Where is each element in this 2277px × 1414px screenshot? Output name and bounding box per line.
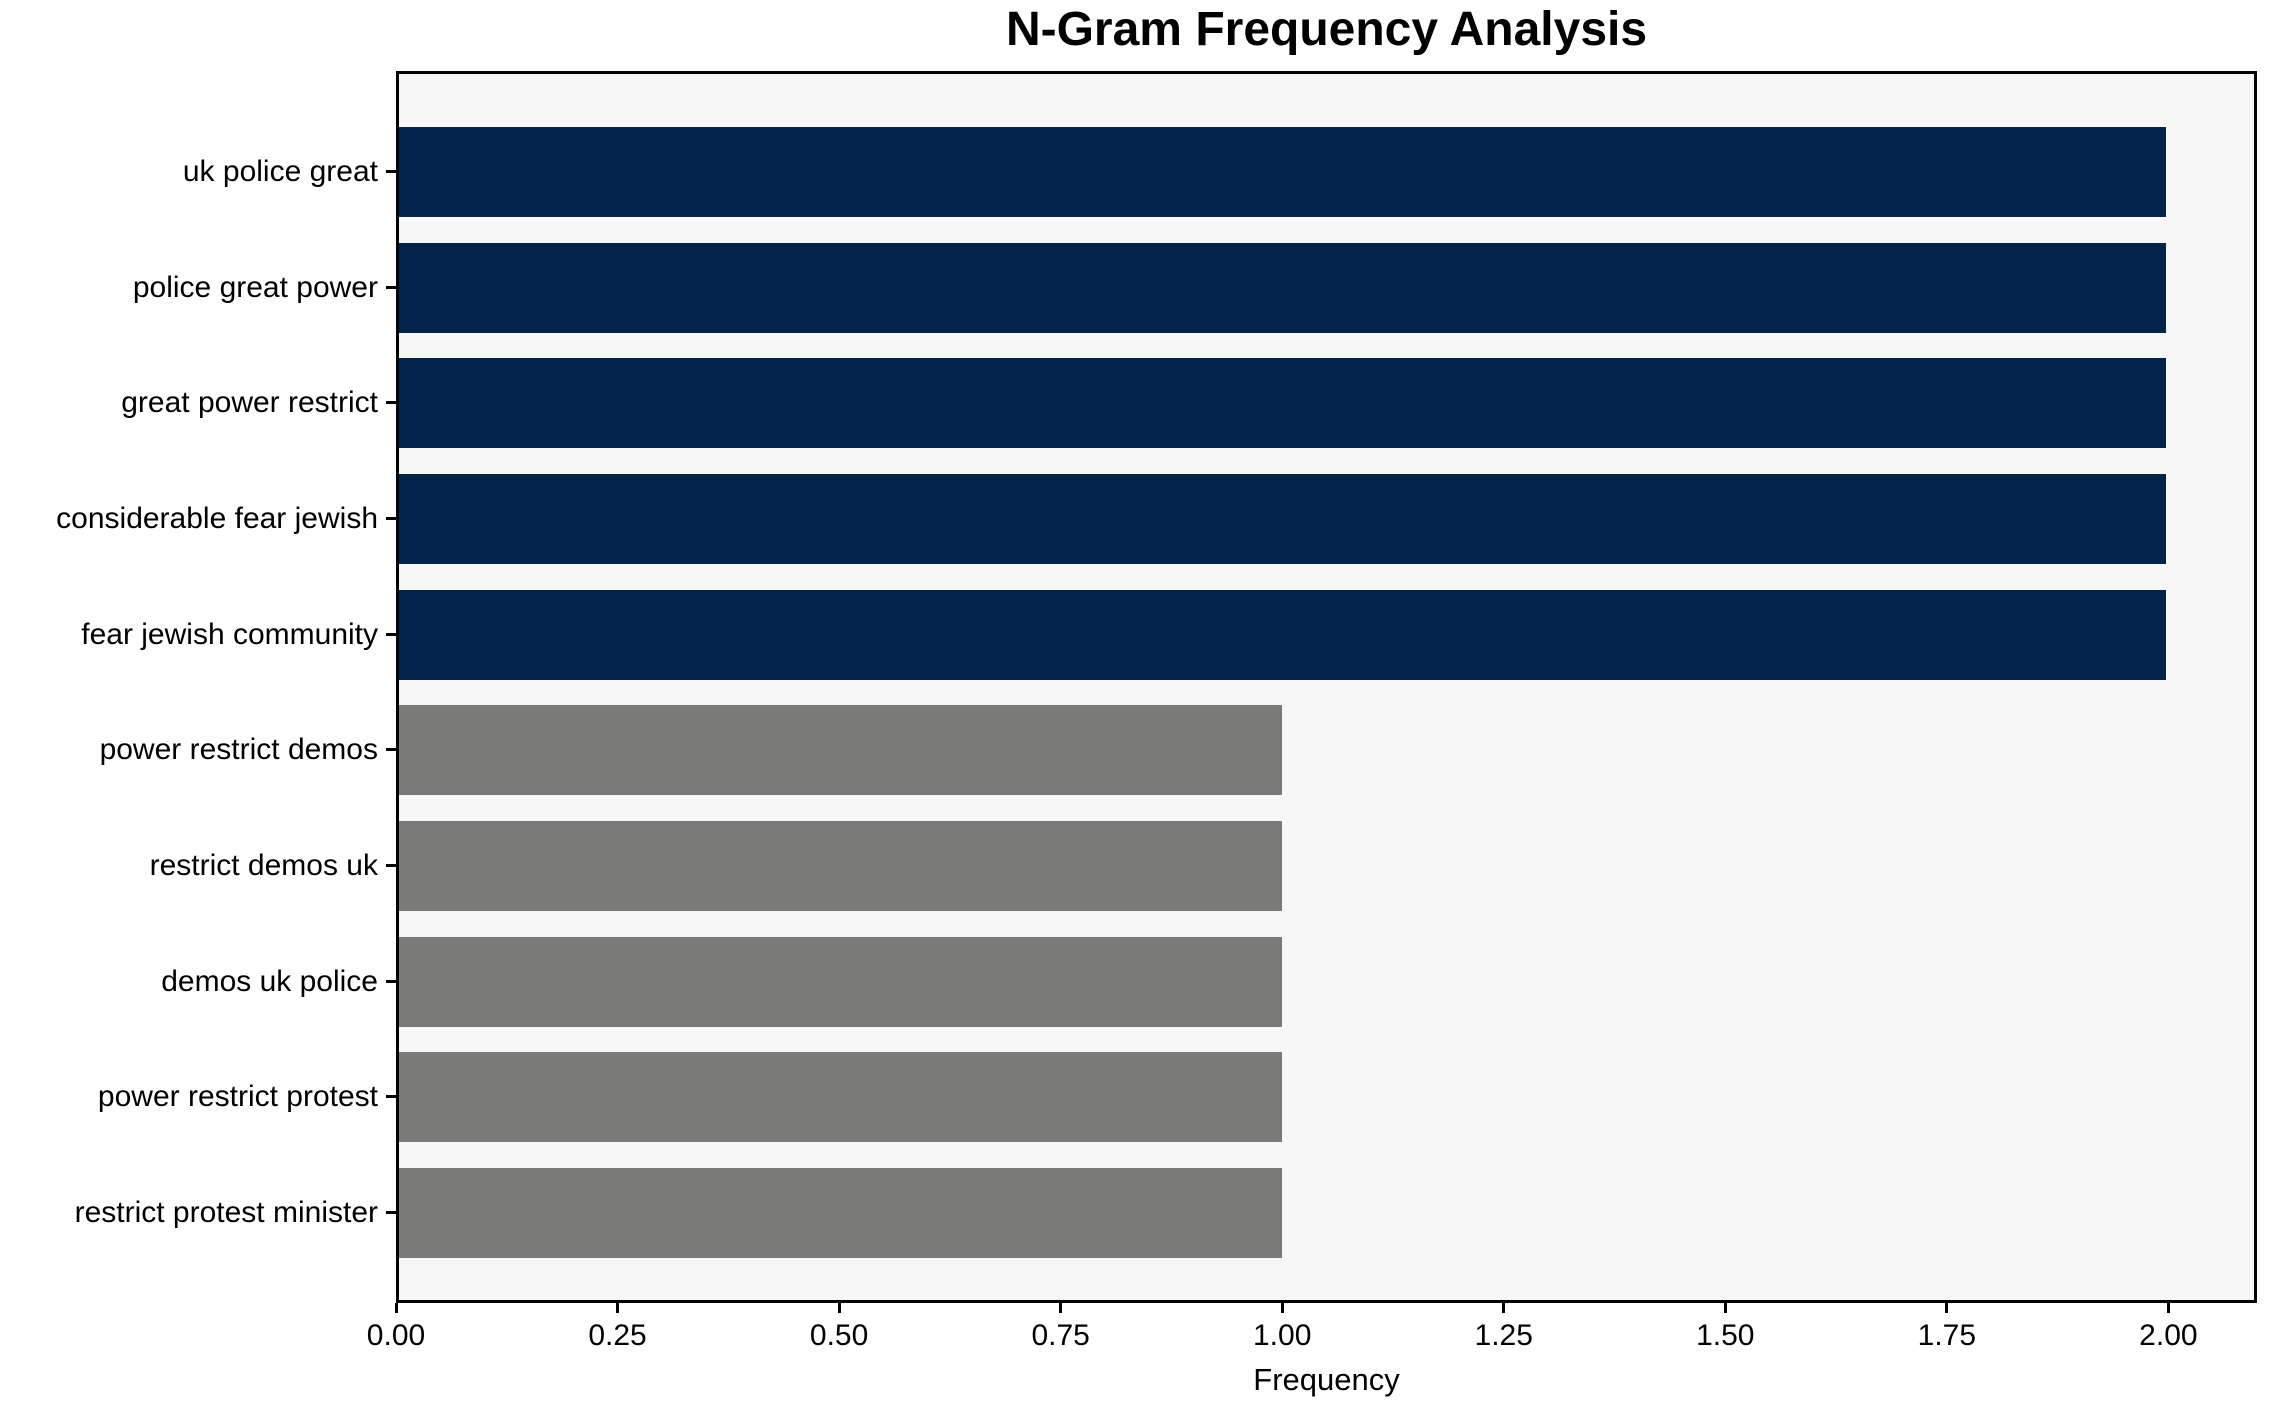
x-tick (1059, 1303, 1063, 1313)
bar-row: restrict protest minister (75, 1167, 2254, 1258)
x-tick-label: 1.75 (1917, 1319, 1977, 1352)
bar-row: fear jewish community (81, 589, 2254, 680)
bar (399, 473, 2166, 564)
y-tick-label: restrict demos uk (149, 848, 378, 882)
x-tick-label: 1.00 (1252, 1319, 1312, 1352)
y-tick-label: power restrict protest (97, 1080, 378, 1114)
y-tick-label: great power restrict (121, 386, 378, 420)
x-tick-label: 1.25 (1474, 1319, 1533, 1352)
y-tick (386, 516, 396, 520)
bar (399, 1167, 1283, 1258)
bar-row: power restrict protest (98, 1052, 2254, 1143)
y-tick-label: uk police great (182, 155, 378, 188)
bar (399, 589, 2166, 680)
x-tick (1945, 1303, 1949, 1313)
x-tick (394, 1303, 398, 1313)
bar-row: uk police great (183, 127, 2254, 217)
x-tick-label: 0.50 (809, 1319, 869, 1352)
y-tick-label: power restrict demos (99, 733, 378, 767)
y-tick-label: demos uk police (161, 964, 378, 998)
x-tick (1723, 1303, 1727, 1313)
y-tick (386, 170, 396, 173)
x-tick-label: 1.50 (1696, 1319, 1755, 1352)
bar (399, 705, 1283, 796)
y-tick-label: police great power (132, 270, 378, 304)
bar-row: restrict demos uk (150, 820, 2254, 911)
x-tick (1280, 1303, 1284, 1313)
x-axis-label: Frequency (1253, 1362, 1400, 1397)
plot-area: uk police great police great power great p… (56, 71, 2257, 1303)
x-tick-label: 2.00 (2139, 1319, 2198, 1352)
bar (399, 820, 1283, 911)
bar-row: demos uk police (161, 936, 2254, 1027)
y-tick (386, 632, 396, 636)
bars-container: uk police great police great power great p… (56, 127, 2254, 1258)
bar (399, 358, 2166, 449)
y-tick (386, 979, 396, 983)
y-tick (386, 748, 396, 752)
bar (399, 242, 2166, 333)
x-tick (616, 1303, 620, 1313)
x-tick (1502, 1303, 1506, 1313)
x-tick-label: 0.75 (1031, 1319, 1090, 1352)
bar (399, 1052, 1283, 1143)
bar-row: power restrict demos (100, 705, 2254, 796)
x-tick (2166, 1303, 2170, 1313)
y-tick-label: considerable fear jewish (56, 501, 378, 535)
y-tick (386, 285, 396, 289)
x-tick (837, 1303, 841, 1313)
bar (399, 936, 1283, 1027)
y-tick (386, 863, 396, 867)
x-tick-label: 0.00 (366, 1319, 426, 1352)
bar (399, 127, 2166, 217)
y-tick (386, 401, 396, 405)
bar-row: considerable fear jewish (56, 473, 2254, 564)
x-tick-label: 0.25 (588, 1319, 647, 1352)
y-tick (386, 1210, 396, 1214)
y-tick-label: fear jewish community (81, 617, 378, 651)
bar-row: police great power (133, 242, 2254, 333)
y-tick-label: restrict protest minister (74, 1195, 378, 1229)
chart-title: N-Gram Frequency Analysis (1005, 3, 1648, 56)
y-tick (386, 1095, 396, 1099)
bar-row: great power restrict (121, 358, 2254, 449)
